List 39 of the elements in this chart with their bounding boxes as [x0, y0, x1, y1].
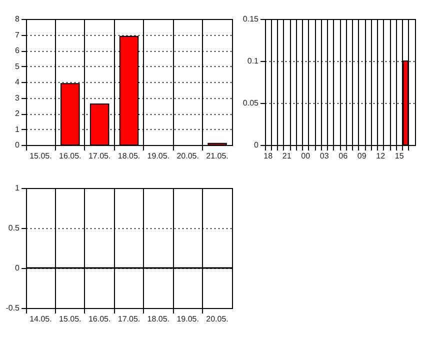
x-tick-label: 15.05.	[59, 314, 82, 324]
y-tick-label: 6	[15, 46, 20, 55]
x-tick-label: 15.05.	[30, 152, 52, 160]
x-tick-label: 18.05.	[147, 314, 170, 324]
x-tick-label: 09	[357, 152, 367, 160]
y-tick-label: 1	[15, 184, 20, 192]
x-tick-label: 18.05.	[118, 152, 140, 160]
y-tick-label: 3	[15, 93, 20, 102]
y-tick-label: 0.5	[8, 224, 20, 232]
y-tick-label: 8	[15, 14, 20, 24]
x-tick-label: 21	[282, 152, 292, 160]
x-tick-label: 06	[338, 152, 348, 160]
y-tick-label: 5	[15, 62, 20, 71]
x-tick-label: 03	[320, 152, 330, 160]
x-tick-label: 00	[301, 152, 311, 160]
x-tick-label: 14.05.	[30, 314, 52, 324]
x-tick-label: 20.05.	[206, 314, 228, 324]
x-tick-label: 12	[376, 152, 386, 160]
x-tick-label: 17.05.	[88, 152, 111, 160]
y-tick-label: 2	[15, 109, 20, 118]
x-tick-label: 20.05.	[176, 152, 199, 160]
y-tick-label: -0.5	[6, 304, 20, 312]
x-tick-label: 19.05.	[147, 152, 170, 160]
y-tick-label: 4	[15, 78, 20, 86]
y-tick-label: 0	[254, 140, 260, 150]
x-tick-label: 16.05.	[88, 314, 111, 324]
x-tick-label: 16.05.	[59, 152, 82, 160]
y-tick-label: 0.05	[242, 98, 260, 108]
x-tick-label: 17.05.	[118, 314, 140, 324]
y-tick-label: 0	[15, 140, 20, 150]
y-tick-label: 7	[15, 30, 20, 40]
y-tick-label: 0.1	[247, 56, 260, 66]
y-tick-label: 0	[15, 264, 20, 272]
x-tick-label: 19.05.	[176, 314, 199, 324]
y-tick-label: 0.15	[242, 14, 260, 24]
x-tick-label: 15	[394, 152, 404, 160]
x-tick-label: 18	[264, 152, 274, 160]
y-tick-label: 1	[15, 124, 20, 134]
x-tick-label: 21.05.	[206, 152, 228, 160]
